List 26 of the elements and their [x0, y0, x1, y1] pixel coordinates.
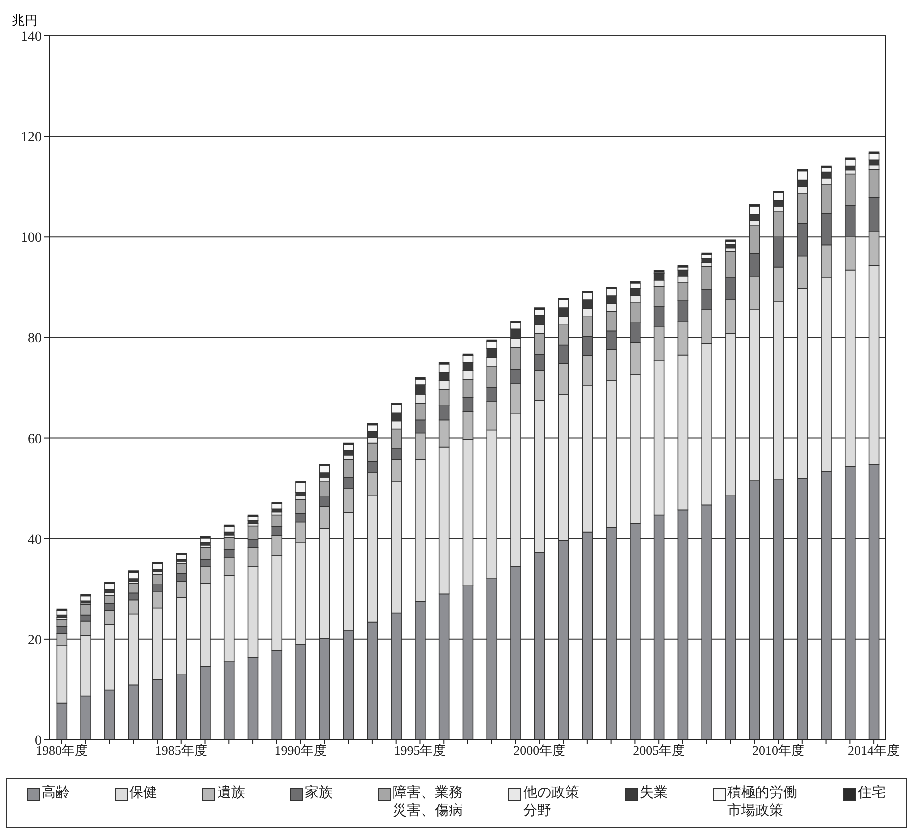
x-tick-label: 2000年度 [514, 743, 566, 758]
x-tick-label: 1985年度 [155, 743, 208, 758]
legend-label: 保健 [130, 785, 158, 803]
legend-label: 障害、業務災害、傷病 [392, 785, 464, 821]
x-tick-label: 2014年度 [848, 743, 900, 758]
y-tick-label: 120 [21, 130, 42, 146]
bar [296, 482, 306, 493]
legend-label: 失業 [640, 785, 668, 803]
y-tick-label: 140 [21, 30, 42, 45]
bar [844, 159, 856, 167]
legend-label: 住宅 [858, 785, 886, 803]
legend-label: 遺族 [217, 785, 246, 803]
y-tick-label: 60 [28, 432, 42, 448]
y-tick-label: 40 [28, 532, 42, 548]
legend-label: 家族 [305, 785, 334, 803]
legend-label: 高齢 [42, 785, 70, 803]
x-tick-label: 1990年度 [274, 743, 327, 758]
x-tick-label: 1995年度 [394, 743, 446, 758]
legend-label: 他の政策分野 [523, 785, 580, 821]
y-tick-label: 20 [28, 633, 42, 648]
x-tick-label: 2010年度 [752, 743, 805, 758]
x-tick-label: 2005年度 [633, 743, 686, 758]
y-tick-label: 100 [21, 231, 42, 246]
y-tick-label: 80 [28, 332, 42, 347]
y-axis-title: 兆円 [12, 12, 38, 30]
legend-label: 積極的労働市場政策 [728, 785, 798, 821]
